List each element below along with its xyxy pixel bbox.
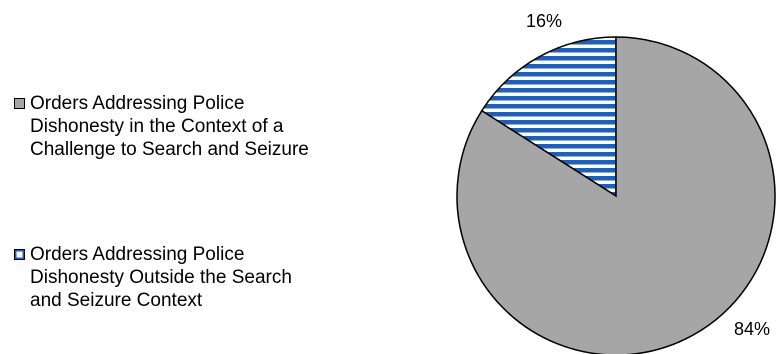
legend-item-outside-context: Orders Addressing Police Dishonesty Outs… [14,243,292,312]
legend-swatch-gray [14,98,25,109]
pie-labels: 16% 84% [526,11,770,339]
legend-label: Orders Addressing Police Dishonesty in t… [30,93,309,160]
pie-slice-0 [480,36,617,198]
slice-percent-label: 16% [526,11,562,31]
legend-label: Orders Addressing Police Dishonesty Outs… [30,244,292,311]
legend-swatch-stripe [14,249,25,260]
legend-item-search-seizure: Orders Addressing Police Dishonesty in t… [14,92,309,161]
pie-slice-1 [456,36,776,354]
pie-slices [456,36,776,354]
slice-percent-label: 84% [734,319,770,339]
